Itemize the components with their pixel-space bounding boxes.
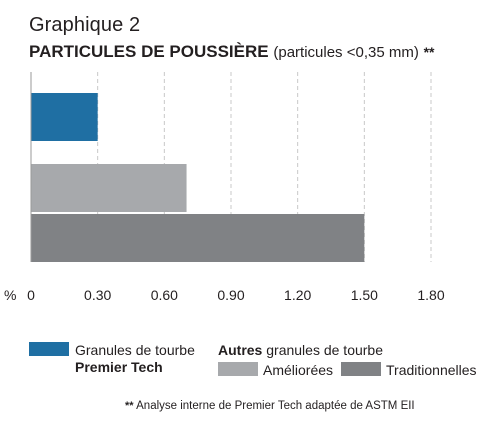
legend-swatch-ameliorees <box>218 362 258 376</box>
tick-label-3: 0.90 <box>217 287 244 303</box>
tick-label-5: 1.50 <box>351 287 378 303</box>
legend-swatch-traditionnelles <box>341 362 381 376</box>
tick-label-0: 0 <box>27 287 35 303</box>
bar-premier <box>31 93 98 141</box>
legend-swatch-premier <box>29 342 69 356</box>
bars <box>31 93 365 262</box>
legend-label-ameliorees: Améliorées <box>263 362 333 378</box>
legend-label-others: Autres granules de tourbe <box>218 342 383 358</box>
footnote-text: Analyse interne de Premier Tech adaptée … <box>136 400 415 412</box>
bar-ameliorees <box>31 164 187 212</box>
tick-label-2: 0.60 <box>151 287 178 303</box>
footnote: ** Analyse interne de Premier Tech adapt… <box>125 400 415 412</box>
unit-label: % <box>4 287 16 303</box>
legend-label-others-rest: granules de tourbe <box>262 342 383 358</box>
bar-traditionnelles <box>31 214 365 262</box>
legend-label-traditionnelles: Traditionnelles <box>386 362 477 378</box>
tick-label-4: 1.20 <box>284 287 311 303</box>
tick-label-1: 0.30 <box>84 287 111 303</box>
tick-label-6: 1.80 <box>417 287 444 303</box>
chart-subtitle: Graphique 2 <box>29 14 141 36</box>
footnote-marker: ** <box>125 400 134 412</box>
legend-label-premier-brand: Premier Tech <box>75 359 163 375</box>
legend-label-premier: Granules de tourbe <box>75 342 195 358</box>
chart-title-marker: ** <box>423 44 435 60</box>
chart-title-note: (particules <0,35 mm) <box>273 44 419 61</box>
chart-title: PARTICULES DE POUSSIÈRE (particules <0,3… <box>29 42 434 62</box>
legend-label-others-bold: Autres <box>218 342 263 358</box>
chart-title-main: PARTICULES DE POUSSIÈRE <box>29 42 269 61</box>
tick-labels: % 0 0.30 0.60 0.90 1.20 1.50 1.80 <box>4 287 445 303</box>
